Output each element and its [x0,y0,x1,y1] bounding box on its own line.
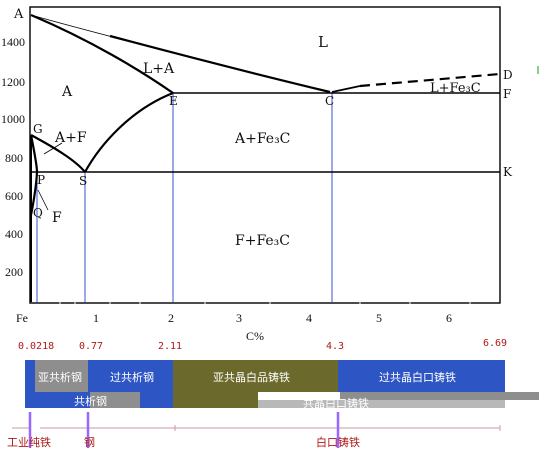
solidus-ae [30,13,174,94]
x-tick-3: 3 [236,311,242,325]
point-label-d: D [503,68,513,82]
composition-mark-2-11: 2.11 [158,341,182,352]
point-label-s: S [79,174,87,188]
category-industrial-iron: 工业纯铁 [7,436,51,449]
label-hypoeutectoid-steel: 亚共析钢 [38,370,82,384]
bar-eutectic-olive-segment [173,392,258,408]
liquidus-ac [109,34,331,94]
composition-guide-lines [36,93,333,302]
point-label-p: P [37,173,45,187]
bottom-tick-marks [59,302,471,304]
y-tick-800: 800 [5,151,23,165]
label-eutectic-white-iron: 共晶白口铸铁 [303,396,369,410]
x-tick-2: 2 [168,311,174,325]
range-brackets [12,425,501,431]
label-hypereutectic-white-iron: 过共晶白口铸铁 [379,370,456,384]
bar-eutectic-light-segment [258,400,505,408]
composition-mark-4-3: 4.3 [326,341,344,352]
category-steel: 钢 [84,436,95,449]
phase-label-l: L [318,33,328,51]
x-axis-label: C% [246,329,264,343]
pointer-f [37,189,49,211]
bar-hypoeutectic-white-iron [173,360,338,392]
y-tick-1200: 1200 [1,75,25,89]
category-white-cast-iron: 白口铸铁 [316,435,360,449]
point-label-g: G [33,122,43,136]
gs-line [30,134,86,173]
x-tick-5: 5 [376,311,382,325]
es-line [84,91,174,173]
x-tick-fe: Fe [16,311,28,325]
y-tick-1000: 1000 [1,112,25,126]
y-tick-400: 400 [5,227,23,241]
composition-mark-0-77: 0.77 [79,341,103,352]
point-label-c: C [325,94,334,108]
phase-label-a-plus-fe3c: A+Fe₃C [234,131,290,147]
phase-label-a: A [61,84,73,100]
range-markers [28,412,340,448]
x-tick-4: 4 [306,311,312,325]
x-tick-1: 1 [93,311,99,325]
point-label-q: Q [33,206,43,220]
y-tick-200: 200 [5,265,23,279]
pointer-a-plus-f [43,142,63,155]
label-hypereutectoid-steel: 过共析钢 [110,370,154,384]
bar-hypoeutectoid-steel [35,360,88,392]
phase-label-l-plus-a: L+A [143,61,175,77]
bar-gray-overflow [340,392,539,400]
composition-mark-0-0218: 0.0218 [18,341,54,352]
label-eutectoid-steel: 共析钢 [74,394,107,408]
point-label-f-right: F [503,87,511,101]
phase-label-l-plus-fe3c: L+Fe₃C [430,81,481,96]
y-tick-1400: 1400 [1,35,25,49]
phase-label-f-plus-fe3c: F+Fe₃C [235,233,290,249]
phase-label-a-plus-f: A+F [54,130,87,146]
label-hypoeutectic-white-iron: 亚共晶白品铸铁 [213,370,290,384]
liquidus-cd-start [331,85,361,93]
composition-mark-6-69: 6.69 [483,338,507,349]
point-label-a: A [13,7,24,22]
x-tick-6: 6 [446,311,452,325]
liquidus-cd-dashed [359,72,501,88]
point-label-e: E [169,94,178,108]
plot-frame [29,6,501,304]
y-tick-600: 600 [5,189,23,203]
point-label-k: K [503,165,513,179]
phase-label-f: F [52,210,62,226]
bar-eutectoid-steel [90,392,140,408]
